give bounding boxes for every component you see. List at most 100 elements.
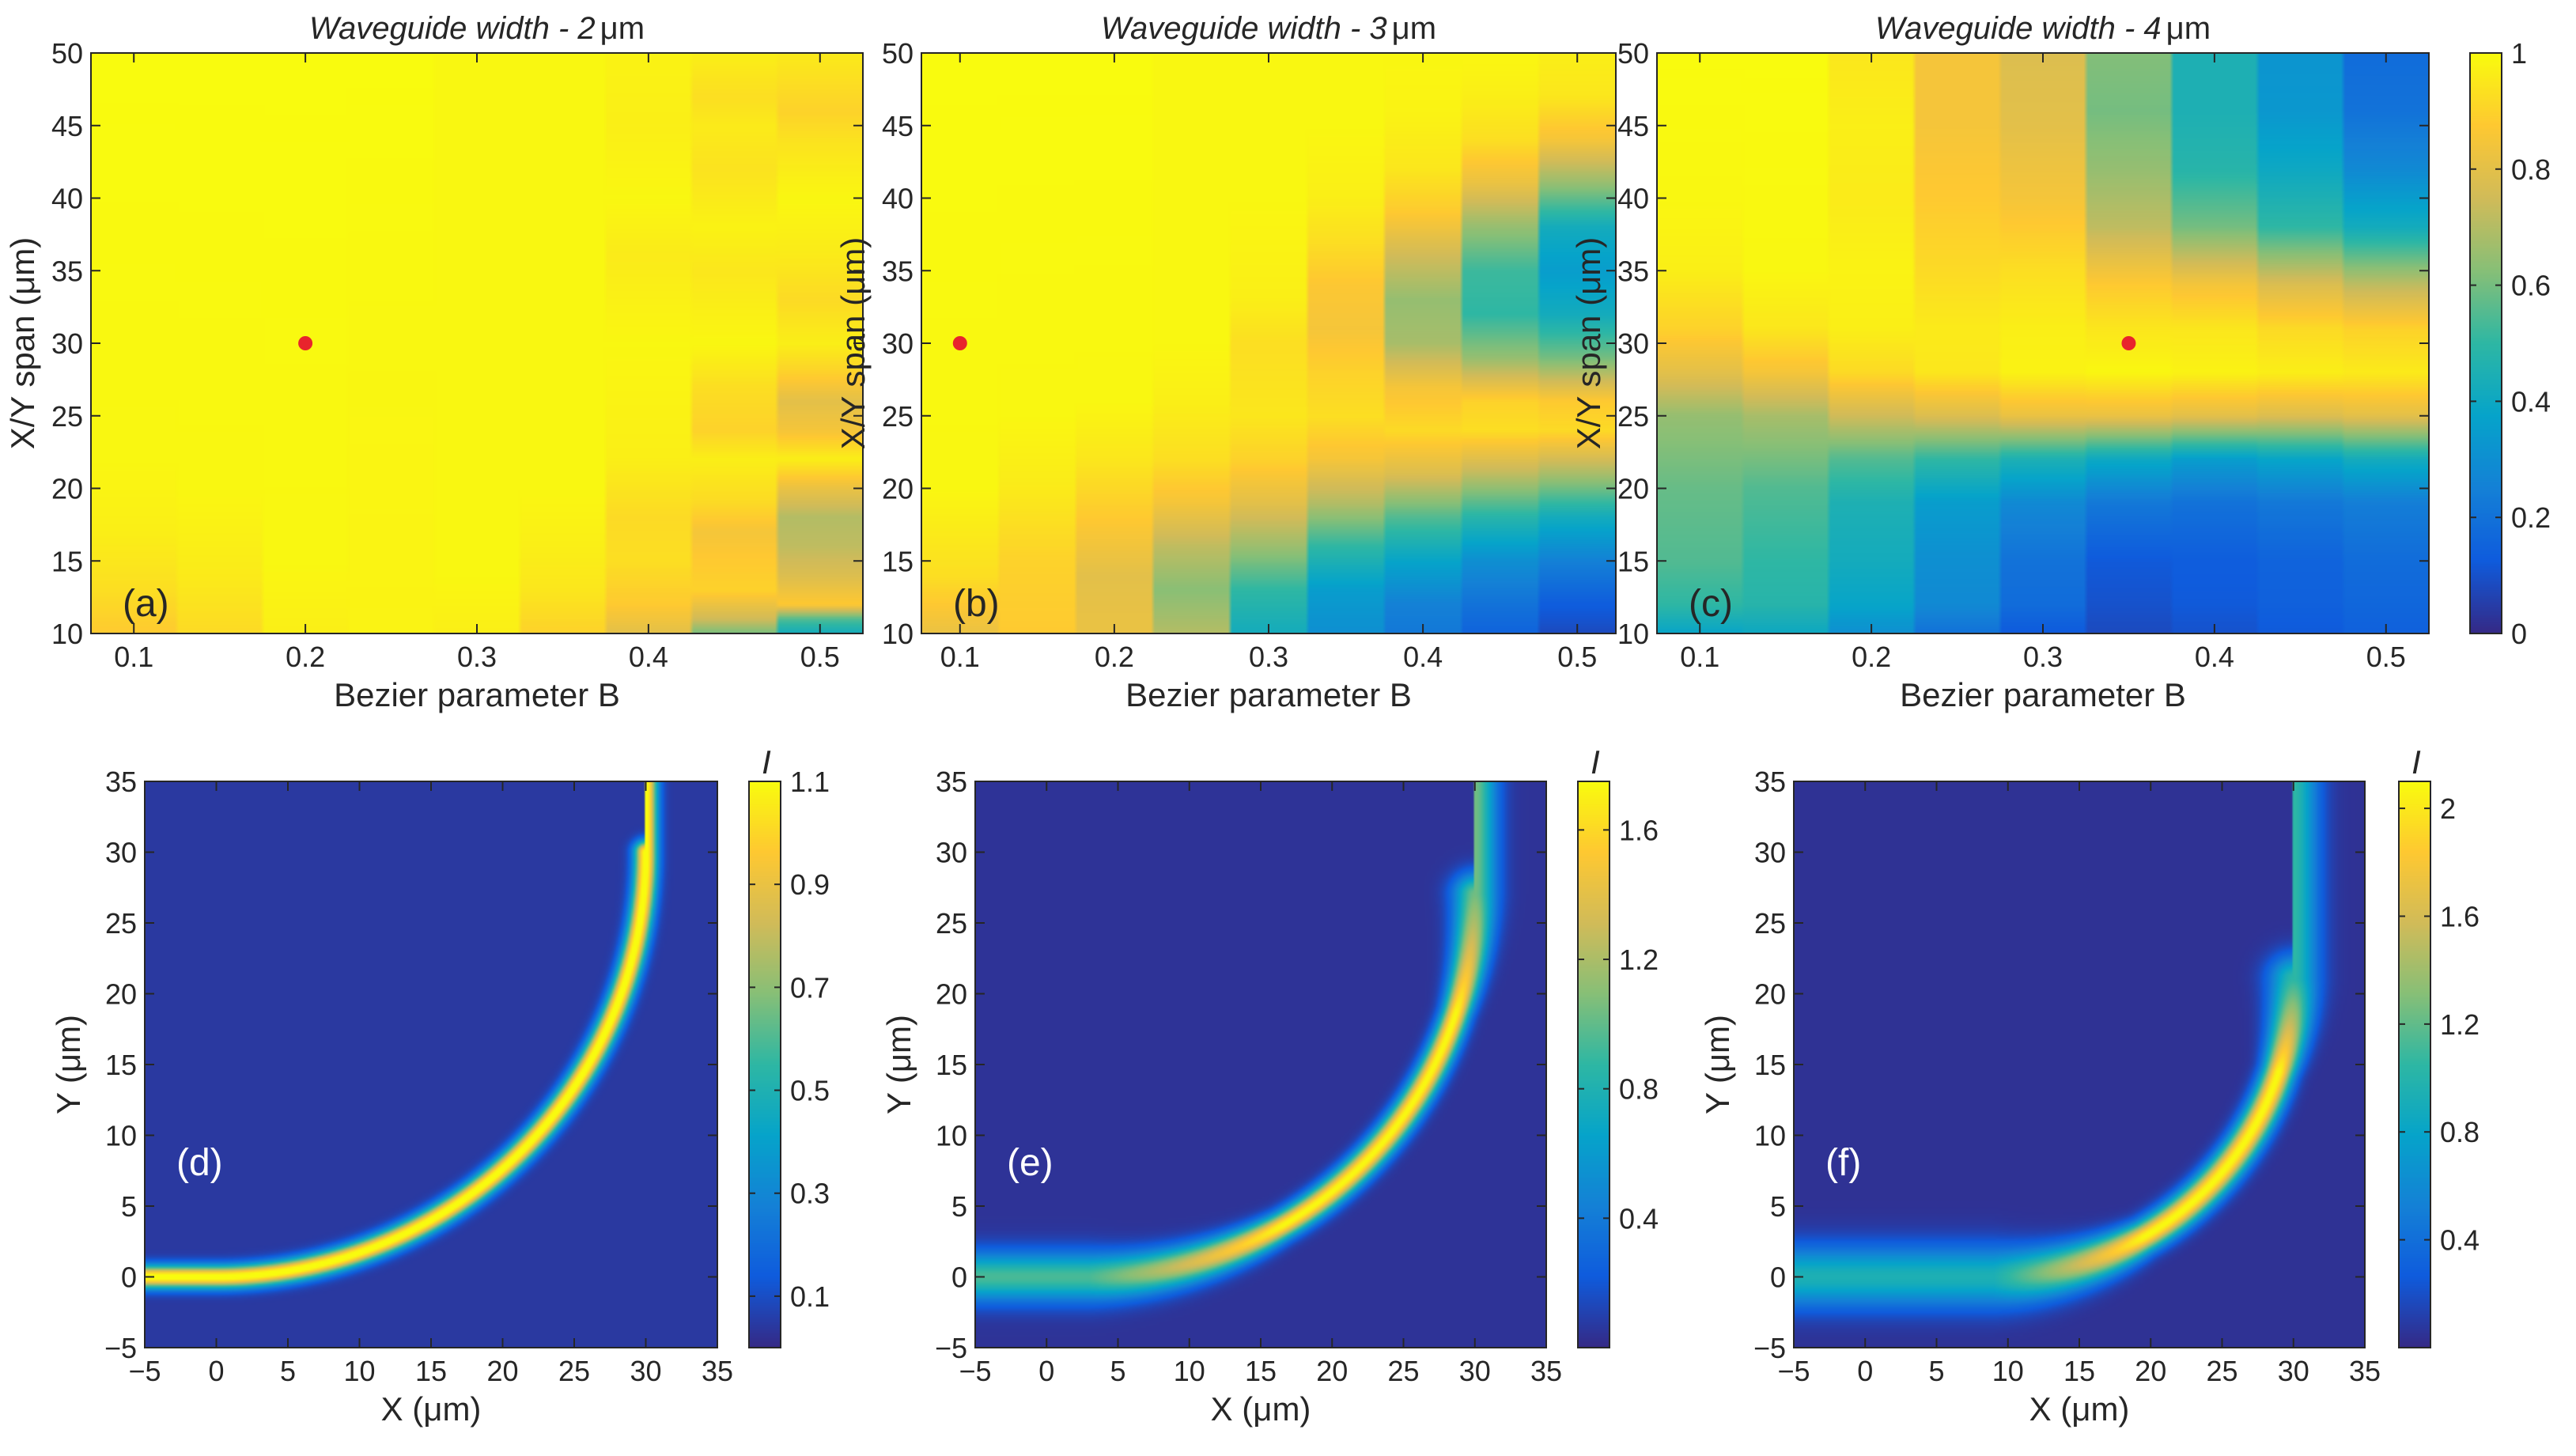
y-tick-label: 20 xyxy=(1617,473,1649,505)
y-tick-label: 35 xyxy=(936,766,967,798)
x-tick-label: 0.3 xyxy=(457,641,497,673)
colorbar-tick-label: 0.1 xyxy=(790,1280,830,1313)
x-axis-label: X (μm) xyxy=(1211,1390,1311,1428)
x-axis-label: Bezier parameter B xyxy=(1900,676,2186,713)
axes-3: −5 0 5 10 15 20 25 30 35 −5 0 5 10 15 20 25 30 35 X (μm) Y … xyxy=(50,766,733,1428)
y-tick-label: 0 xyxy=(121,1261,137,1294)
y-tick-label: 25 xyxy=(105,907,137,940)
colorbar-tick-label: 0.8 xyxy=(2511,153,2551,186)
y-tick-label: 10 xyxy=(1754,1120,1786,1152)
colorbar-tick-label: 0.8 xyxy=(1619,1073,1659,1106)
y-tick-label: 25 xyxy=(1617,400,1649,433)
panel-label: (e) xyxy=(1007,1142,1053,1184)
y-tick-label: 15 xyxy=(105,1049,137,1081)
x-tick-label: 20 xyxy=(1316,1355,1348,1387)
colorbar-tick-label: 0 xyxy=(2511,618,2527,650)
x-tick-label: 0.4 xyxy=(629,641,668,673)
colorbar-tick-label: 0.8 xyxy=(2440,1116,2480,1148)
x-tick-label: 0.2 xyxy=(1852,641,1891,673)
colorbar-2: 0 0.2 0.4 0.6 0.8 1 xyxy=(2469,37,2551,650)
y-tick-label: 10 xyxy=(105,1120,137,1152)
x-tick-label: 0.1 xyxy=(940,641,980,673)
colorbar-3: 0.1 0.3 0.5 0.7 0.9 1.1 I xyxy=(748,743,830,1348)
heatmap-image xyxy=(921,53,1616,633)
colorbar-label: I xyxy=(2411,743,2421,781)
colorbar-frame xyxy=(2469,52,2502,634)
y-tick-label: 30 xyxy=(105,837,137,869)
x-tick-label: 0.5 xyxy=(800,641,840,673)
x-tick-label: 25 xyxy=(558,1355,590,1387)
y-tick-label: 20 xyxy=(936,978,967,1011)
y-tick-label: −5 xyxy=(935,1332,967,1364)
panel-label: (f) xyxy=(1825,1142,1861,1184)
axes-2: 0.1 0.2 0.3 0.4 0.5 10 15 20 25 30 35 40 45 50 Bezier … xyxy=(1570,37,2430,713)
field-map-image xyxy=(1794,781,2365,1348)
x-tick-label: 25 xyxy=(2206,1355,2237,1387)
heatmap-image xyxy=(1657,53,2429,633)
y-axis-label: X/Y span (μm) xyxy=(4,237,41,450)
colorbar-tick-label: 1.2 xyxy=(1619,944,1659,976)
colorbar-frame xyxy=(748,781,781,1348)
x-axis-label: X (μm) xyxy=(381,1390,482,1428)
title-text: Waveguide width - 2 xyxy=(309,11,596,46)
colorbar-tick-label: 0.3 xyxy=(790,1178,830,1210)
y-tick-label: 45 xyxy=(882,110,914,142)
y-tick-label: 35 xyxy=(882,255,914,287)
colorbar-tick-label: 1 xyxy=(2511,37,2527,70)
colorbar-tick-label: 0.7 xyxy=(790,971,830,1004)
y-tick-label: 15 xyxy=(1617,545,1649,577)
y-tick-label: 50 xyxy=(882,37,914,70)
colorbar-4: 0.4 0.8 1.2 1.6 I xyxy=(1577,743,1659,1348)
colorbar-tick-label: 1.6 xyxy=(2440,900,2480,932)
y-tick-label: 30 xyxy=(936,837,967,869)
y-axis-label: Y (μm) xyxy=(1699,1015,1736,1114)
colorbar-label: I xyxy=(762,743,771,781)
x-tick-label: 0.3 xyxy=(2023,641,2063,673)
field-map-image xyxy=(145,781,717,1348)
panel-label: (a) xyxy=(123,583,169,625)
axes-5: −5 0 5 10 15 20 25 30 35 −5 0 5 10 15 20 25 30 35 X (μm) Y … xyxy=(1699,766,2381,1428)
x-tick-label: 15 xyxy=(2063,1355,2095,1387)
y-tick-label: 30 xyxy=(1754,837,1786,869)
x-tick-label: 10 xyxy=(1992,1355,2024,1387)
x-tick-label: 5 xyxy=(1110,1355,1125,1387)
y-tick-label: 45 xyxy=(51,110,83,142)
y-tick-label: 15 xyxy=(936,1049,967,1081)
x-tick-label: 0.4 xyxy=(2195,641,2234,673)
title-unit: μm xyxy=(2166,11,2211,46)
colorbar-tick-label: 0.4 xyxy=(2511,385,2551,418)
x-axis-label: Bezier parameter B xyxy=(334,676,620,713)
colorbar-gradient xyxy=(1578,781,1610,1348)
axes-1: 0.1 0.2 0.3 0.4 0.5 10 15 20 25 30 35 40 45 50 Bezier … xyxy=(834,37,1617,713)
x-tick-label: 0.4 xyxy=(1403,641,1443,673)
y-tick-label: 15 xyxy=(1754,1049,1786,1081)
field-map-image xyxy=(975,781,1546,1348)
y-tick-label: 5 xyxy=(121,1190,137,1223)
x-tick-label: 0.5 xyxy=(1557,641,1597,673)
y-tick-label: 0 xyxy=(951,1261,967,1294)
x-tick-label: 35 xyxy=(702,1355,733,1387)
y-tick-label: 20 xyxy=(105,978,137,1011)
x-tick-label: 25 xyxy=(1387,1355,1419,1387)
y-tick-label: 25 xyxy=(51,400,83,433)
x-tick-label: 15 xyxy=(1245,1355,1277,1387)
colorbar-tick-label: 1.1 xyxy=(790,766,830,798)
y-tick-label: 40 xyxy=(51,183,83,215)
colorbar-tick-label: 0.4 xyxy=(2440,1224,2480,1257)
colorbar-label: I xyxy=(1591,743,1600,781)
colorbar-tick-label: 0.4 xyxy=(1619,1202,1659,1235)
y-tick-label: 10 xyxy=(1617,618,1649,650)
y-tick-label: 35 xyxy=(105,766,137,798)
y-axis-label: Y (μm) xyxy=(880,1015,917,1114)
y-tick-label: 45 xyxy=(1617,110,1649,142)
x-tick-label: 20 xyxy=(486,1355,518,1387)
x-tick-label: −5 xyxy=(1777,1355,1810,1387)
y-tick-label: 20 xyxy=(882,473,914,505)
y-tick-label: 25 xyxy=(936,907,967,940)
x-axis-label: X (μm) xyxy=(2029,1390,2130,1428)
x-tick-label: −5 xyxy=(959,1355,991,1387)
chart-title: Waveguide width - 2 μm xyxy=(309,11,645,46)
x-tick-label: 30 xyxy=(1459,1355,1491,1387)
x-tick-label: 35 xyxy=(1530,1355,1562,1387)
x-tick-label: 0.3 xyxy=(1249,641,1288,673)
